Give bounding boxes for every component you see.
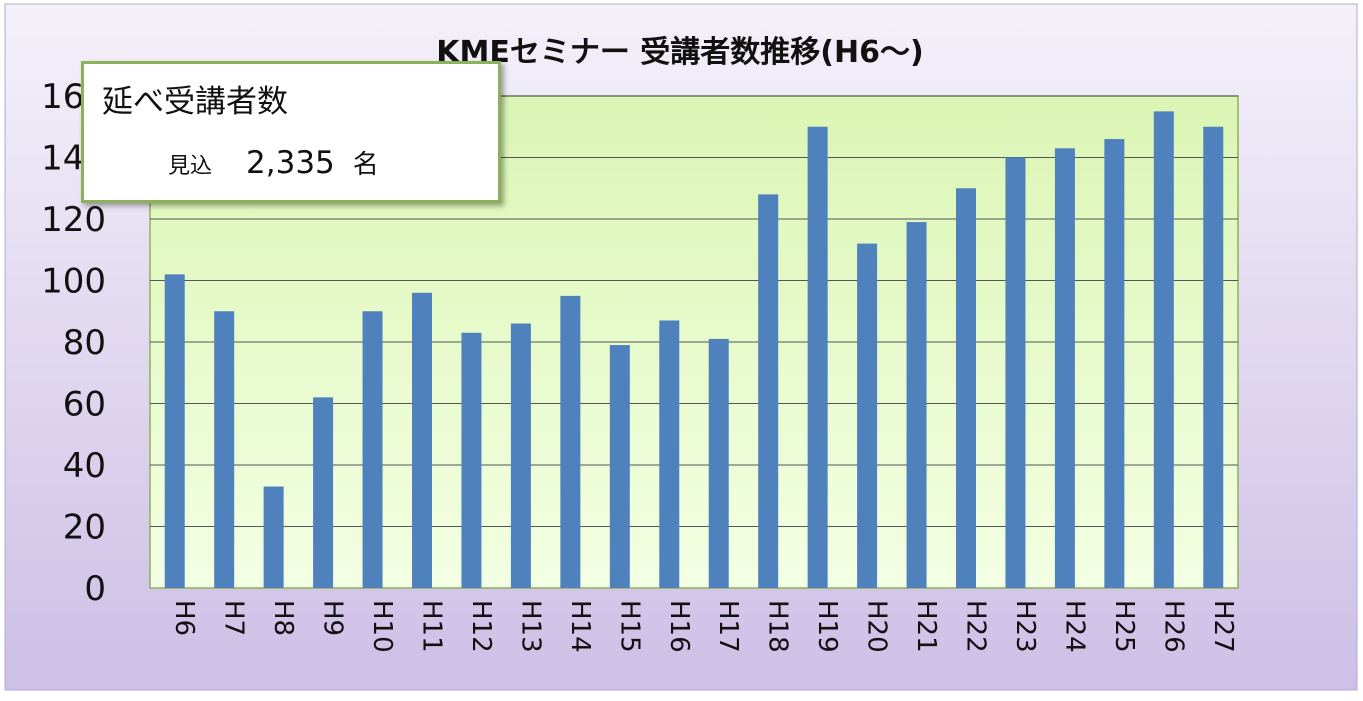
- bar-H7: [214, 311, 235, 588]
- y-tick-label: 80: [63, 323, 106, 363]
- y-tick-label: 60: [63, 385, 106, 425]
- x-tick-label: H11: [417, 600, 447, 653]
- x-tick-label: H20: [862, 600, 892, 653]
- estimate-unit: 名: [352, 150, 379, 180]
- bar-H24: [1054, 148, 1075, 588]
- x-tick-label: H21: [911, 600, 941, 653]
- x-tick-label: H25: [1109, 600, 1139, 653]
- bar-H15: [609, 345, 630, 588]
- estimate-value: 2,335: [246, 145, 335, 181]
- x-tick-label: H19: [812, 600, 842, 653]
- bar-H25: [1104, 139, 1125, 589]
- x-tick-label: H14: [565, 600, 595, 653]
- y-tick-label: 100: [41, 262, 106, 302]
- x-axis-ticks: H6 H7 H8 H9 H10 H11 H12 H13 H14 H15 H16 H17 H18 H19 H2…: [169, 600, 1238, 653]
- x-tick-label: H22: [961, 600, 991, 653]
- bars: [164, 111, 1224, 589]
- bar-H6: [164, 274, 185, 588]
- y-tick-label: 40: [63, 446, 106, 486]
- bar-H11: [412, 292, 432, 588]
- total-box-heading: 延べ受講者数: [102, 84, 288, 120]
- y-tick-label: 20: [63, 508, 106, 548]
- x-tick-label: H18: [763, 600, 793, 653]
- x-tick-label: H26: [1158, 600, 1188, 653]
- bar-H19: [807, 126, 828, 588]
- x-tick-label: H10: [367, 600, 397, 653]
- total-attendees-box: 延べ受講者数 見込 2,335 名: [81, 61, 501, 203]
- x-tick-label: H17: [713, 600, 743, 653]
- x-tick-label: H7: [219, 600, 249, 636]
- x-tick-label: H24: [1059, 600, 1089, 653]
- x-tick-label: H6: [169, 600, 199, 636]
- estimate-label: 見込: [168, 154, 213, 179]
- y-tick-label: 0: [84, 569, 106, 609]
- bar-H26: [1153, 111, 1174, 588]
- bar-H14: [560, 295, 581, 588]
- x-tick-label: H12: [466, 600, 496, 653]
- y-tick-label: 120: [41, 200, 106, 240]
- bar-H16: [659, 320, 680, 588]
- estimate-row: 見込 2,335 名: [168, 144, 379, 181]
- bar-H10: [362, 311, 383, 588]
- bar-H23: [1005, 157, 1026, 588]
- x-tick-label: H23: [1010, 600, 1040, 653]
- chart-title: KMEセミナー 受講者数推移(H6～): [436, 35, 923, 70]
- bar-H9: [313, 397, 334, 588]
- x-tick-label: H27: [1208, 600, 1238, 653]
- x-tick-label: H9: [318, 600, 348, 636]
- x-tick-label: H13: [515, 600, 545, 653]
- bar-H22: [956, 188, 976, 588]
- bar-H12: [461, 332, 482, 588]
- bar-H8: [263, 486, 284, 588]
- bar-H21: [906, 222, 927, 588]
- bar-H27: [1203, 126, 1224, 588]
- bar-H18: [758, 194, 779, 588]
- bar-H20: [857, 243, 878, 588]
- bar-H17: [708, 338, 729, 588]
- x-tick-label: H15: [614, 600, 644, 653]
- x-tick-label: H8: [268, 600, 298, 636]
- x-tick-label: H16: [664, 600, 694, 653]
- bar-H13: [510, 323, 531, 588]
